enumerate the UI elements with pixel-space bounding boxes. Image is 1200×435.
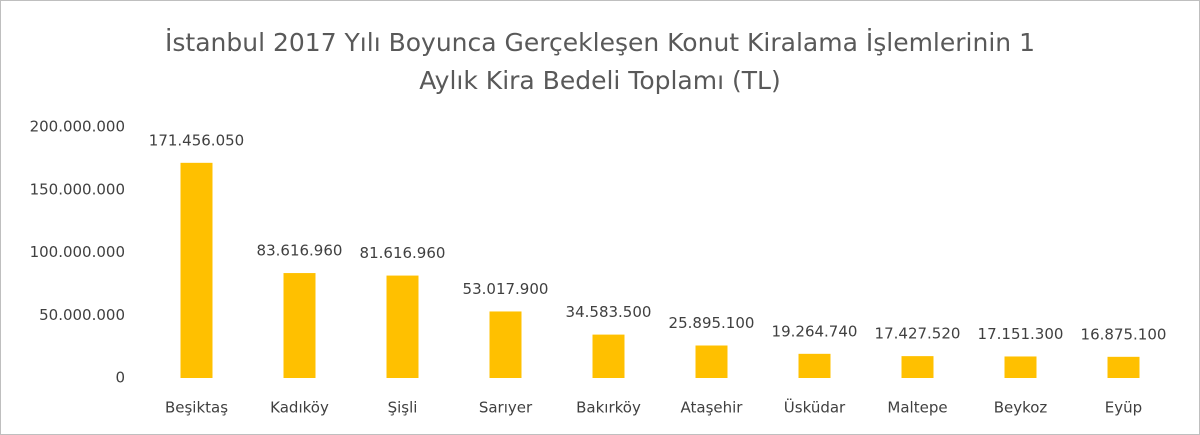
x-tick-label: Üsküdar <box>784 398 846 417</box>
chart-title: İstanbul 2017 Yılı Boyunca Gerçekleşen K… <box>165 28 1035 57</box>
bar <box>1004 356 1037 378</box>
bar <box>180 162 213 378</box>
x-tick-label: Bakırköy <box>576 399 641 417</box>
bar <box>798 353 831 378</box>
bar <box>489 311 522 378</box>
x-tick-label: Beşiktaş <box>165 399 228 417</box>
y-tick-label: 50.000.000 <box>39 306 125 324</box>
value-label: 171.456.050 <box>149 131 244 149</box>
y-tick-label: 0 <box>115 369 125 387</box>
x-tick-label: Sarıyer <box>479 399 533 417</box>
bar <box>695 345 728 378</box>
x-tick-label: Eyüp <box>1105 399 1142 417</box>
y-tick-label: 200.000.000 <box>30 118 125 136</box>
y-tick-label: 100.000.000 <box>30 243 125 261</box>
bar <box>901 356 934 378</box>
value-label: 53.017.900 <box>463 280 549 298</box>
bar <box>283 273 316 378</box>
x-tick-label: Kadıköy <box>270 399 329 417</box>
value-label: 81.616.960 <box>360 244 446 262</box>
chart-title: Aylık Kira Bedeli Toplamı (TL) <box>419 66 780 95</box>
value-label: 17.151.300 <box>978 325 1064 343</box>
value-label: 25.895.100 <box>669 314 755 332</box>
bar <box>1107 356 1140 378</box>
x-tick-label: Ataşehir <box>681 399 744 417</box>
bar <box>592 334 625 378</box>
x-tick-label: Beykoz <box>994 399 1048 417</box>
value-label: 16.875.100 <box>1081 325 1167 343</box>
x-tick-label: Şişli <box>388 399 418 417</box>
y-tick-label: 150.000.000 <box>30 180 125 198</box>
value-label: 83.616.960 <box>257 242 343 260</box>
value-label: 17.427.520 <box>875 325 961 343</box>
value-label: 19.264.740 <box>772 322 858 340</box>
value-label: 34.583.500 <box>566 303 652 321</box>
bar <box>386 275 419 378</box>
x-tick-label: Maltepe <box>887 399 947 417</box>
